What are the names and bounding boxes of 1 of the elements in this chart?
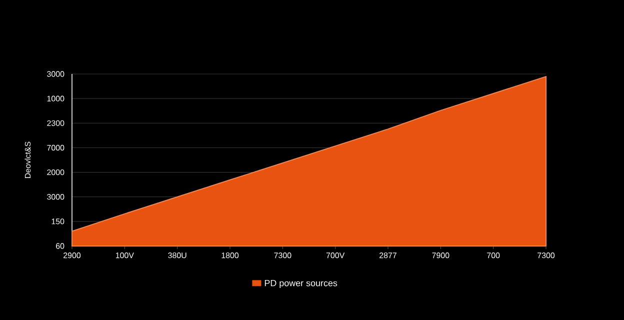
text: PD power sources	[264, 280, 338, 288]
